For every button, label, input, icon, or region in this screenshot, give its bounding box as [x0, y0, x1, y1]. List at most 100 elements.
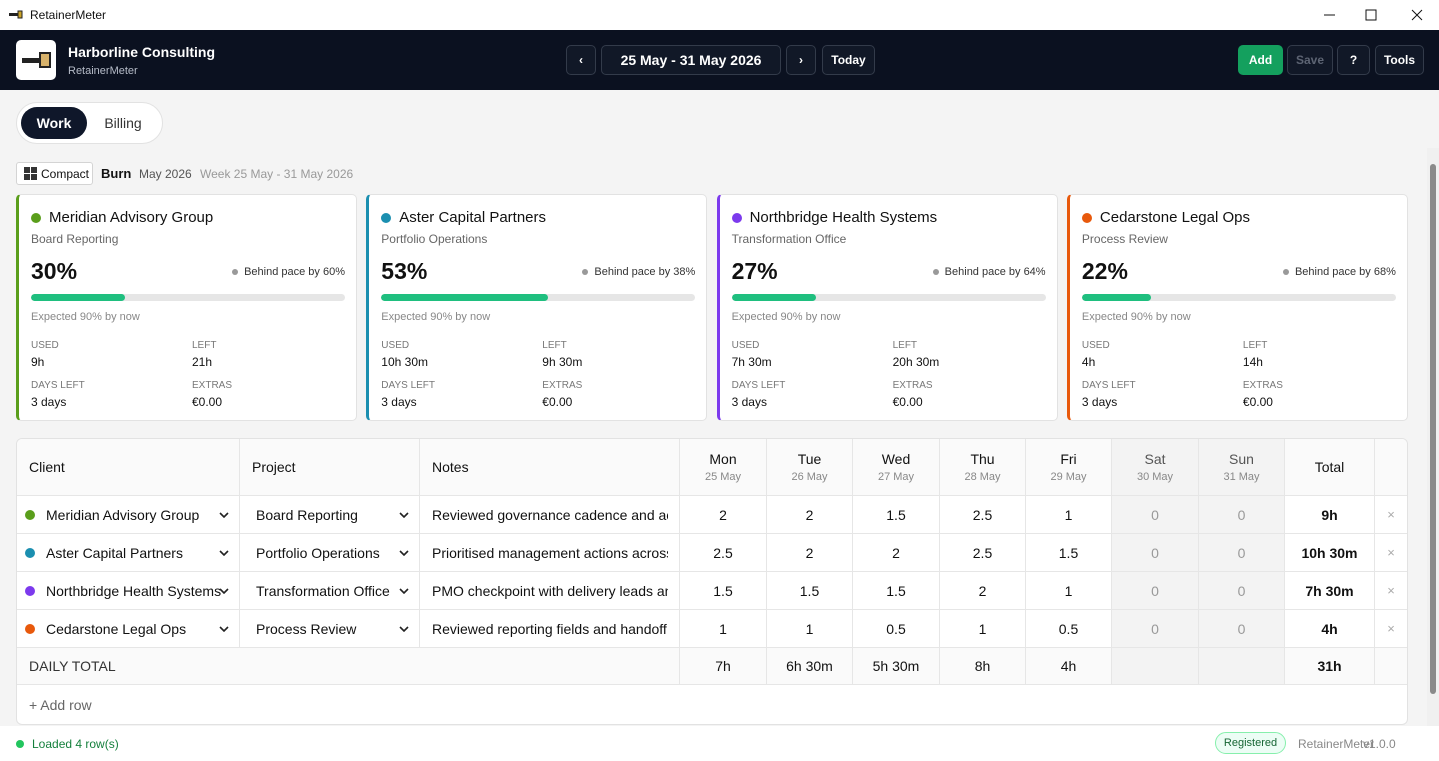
today-button[interactable]: Today	[822, 45, 875, 75]
stat-label: EXTRAS	[892, 380, 933, 391]
hours-input[interactable]: 1.5	[853, 572, 940, 609]
month-label: May 2026	[139, 167, 192, 181]
hours-input[interactable]: 1	[680, 610, 767, 647]
status-version: v1.0.0	[1363, 737, 1396, 751]
daily-total-row: DAILY TOTAL 7h 6h 30m 5h 30m 8h 4h 31h	[17, 648, 1407, 685]
notes-input[interactable]: Prioritised management actions across	[420, 534, 680, 571]
card-project: Portfolio Operations	[381, 232, 488, 246]
pace-text: Behind pace by 68%	[1294, 266, 1396, 278]
client-select[interactable]: Meridian Advisory Group	[17, 496, 240, 533]
add-row-button[interactable]: + Add row	[29, 697, 92, 713]
hours-input[interactable]: 0	[1199, 534, 1285, 571]
license-badge: Registered	[1215, 732, 1286, 754]
project-select[interactable]: Board Reporting	[240, 496, 420, 533]
next-week-button[interactable]: ›	[786, 45, 816, 75]
hours-input[interactable]: 0.5	[1026, 610, 1112, 647]
hours-input[interactable]: 1.5	[767, 572, 853, 609]
hours-input[interactable]: 0	[1112, 496, 1199, 533]
progress-track	[31, 294, 345, 301]
chevron	[219, 585, 229, 597]
expected-text: Expected 90% by now	[731, 311, 841, 323]
expected-text: Expected 90% by now	[1081, 311, 1191, 323]
notes-input[interactable]: Reviewed reporting fields and handoff	[420, 610, 680, 647]
stat-value: 9h 30m	[542, 355, 583, 369]
stat-label: USED	[381, 340, 410, 351]
delete-row[interactable]: ×	[1387, 507, 1395, 522]
stat-value: 3 days	[1081, 395, 1118, 409]
date-range[interactable]: 25 May - 31 May 2026	[601, 45, 781, 75]
hours-input[interactable]: 0	[1112, 572, 1199, 609]
hours-input[interactable]: 2.5	[940, 496, 1026, 533]
notes-text: Reviewed governance cadence and actions	[432, 506, 668, 523]
burn-label: Burn	[101, 166, 132, 181]
day-date: 27 May	[877, 471, 915, 483]
stat-label: LEFT	[892, 340, 918, 351]
notes-input[interactable]: Reviewed governance cadence and actions	[420, 496, 680, 533]
notes-input[interactable]: PMO checkpoint with delivery leads and	[420, 572, 680, 609]
project-select[interactable]: Portfolio Operations	[240, 534, 420, 571]
hours-input[interactable]: 0	[1199, 610, 1285, 647]
hours-input[interactable]: 1	[767, 610, 853, 647]
stat-value: 3 days	[31, 395, 67, 409]
hours-input[interactable]: 1	[940, 610, 1026, 647]
hours-input[interactable]: 2.5	[940, 534, 1026, 571]
prev-week-button[interactable]: ‹	[566, 45, 596, 75]
row-total: 7h 30m	[1285, 572, 1375, 609]
delete-row[interactable]: ×	[1387, 545, 1395, 560]
hours-input[interactable]: 1.5	[853, 496, 940, 533]
hours-input[interactable]: 1.5	[1026, 534, 1112, 571]
hours-input[interactable]: 2	[767, 534, 853, 571]
scrollbar[interactable]	[1427, 148, 1439, 726]
hours-input[interactable]: 0	[1112, 534, 1199, 571]
project-select[interactable]: Transformation Office	[240, 572, 420, 609]
delete-row[interactable]: ×	[1387, 583, 1395, 598]
project-select[interactable]: Process Review	[240, 610, 420, 647]
timesheet-table: Client Project Notes Mon 25 May Tue 26 May Wed 2…	[16, 438, 1408, 725]
day-name: Fri	[1060, 451, 1077, 467]
hours-input[interactable]: 2	[680, 496, 767, 533]
client-select[interactable]: Northbridge Health Systems	[17, 572, 240, 609]
hours-input[interactable]: 0	[1199, 572, 1285, 609]
hours-input[interactable]: 2	[767, 496, 853, 533]
delete-row[interactable]: ×	[1387, 621, 1395, 636]
stat-value: 4h	[1081, 355, 1096, 369]
stat-label: DAYS LEFT	[381, 380, 436, 391]
pace-text: Behind pace by 64%	[944, 266, 1046, 278]
tools-button[interactable]: Tools	[1375, 45, 1424, 75]
hours-input[interactable]: 2	[853, 534, 940, 571]
save-button[interactable]: Save	[1287, 45, 1333, 75]
title-bar: RetainerMeter	[0, 0, 1439, 30]
column-header: Client	[17, 439, 240, 495]
stat-label: EXTRAS	[1242, 380, 1283, 391]
client-dot	[1081, 213, 1092, 223]
hours-input[interactable]: 1	[1026, 572, 1112, 609]
grid-icon	[24, 167, 37, 180]
compact-toggle[interactable]: Compact	[16, 162, 93, 185]
window-controls[interactable]	[1320, 8, 1430, 22]
help-button[interactable]: ?	[1337, 45, 1370, 75]
stat-label: USED	[731, 340, 760, 351]
hours-input[interactable]: 0	[1112, 610, 1199, 647]
hours-input[interactable]: 0.5	[853, 610, 940, 647]
hours-input[interactable]: 2.5	[680, 534, 767, 571]
hours-input[interactable]: 1.5	[680, 572, 767, 609]
tab-active[interactable]: Work	[21, 107, 87, 139]
compact-label: Compact	[41, 166, 90, 181]
hours-input[interactable]: 1	[1026, 496, 1112, 533]
day-date: 29 May	[1050, 471, 1087, 483]
notes-text: Reviewed reporting fields and handoff	[432, 620, 667, 637]
client-select[interactable]: Cedarstone Legal Ops	[17, 610, 240, 647]
table-row: Aster Capital Partners Portfolio Operatio…	[17, 534, 1407, 572]
stat-label: LEFT	[192, 340, 217, 351]
client-dot	[731, 213, 742, 223]
stat-value: €0.00	[892, 395, 923, 409]
project-name: Transformation Office	[256, 582, 390, 599]
client-select[interactable]: Aster Capital Partners	[17, 534, 240, 571]
daily-total: 6h 30m	[767, 648, 853, 684]
scroll-thumb[interactable]	[1430, 164, 1436, 694]
add-button[interactable]: Add	[1238, 45, 1283, 75]
hours-input[interactable]: 0	[1199, 496, 1285, 533]
hours-input[interactable]: 2	[940, 572, 1026, 609]
tab[interactable]: Billing	[104, 115, 142, 131]
client-dot	[381, 213, 392, 223]
